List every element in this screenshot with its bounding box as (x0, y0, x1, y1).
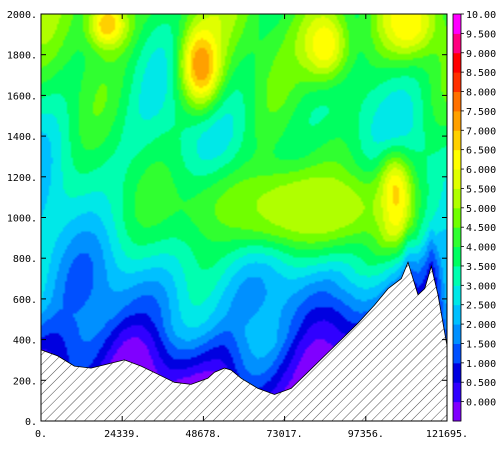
y-tick-label: 1800. (7, 51, 37, 62)
terrain-hatching (41, 262, 447, 421)
colorbar-label: 3.000 (466, 281, 496, 292)
colorbar-label: 4.000 (466, 243, 496, 254)
colorbar-swatch (453, 207, 461, 228)
colorbar-swatch (453, 130, 461, 151)
colorbar-label: 9.000 (466, 49, 496, 60)
colorbar-swatch (453, 110, 461, 131)
colorbar-swatch (453, 188, 461, 209)
colorbar-swatch (453, 324, 461, 344)
colorbar-swatch (453, 149, 461, 170)
x-tick-label: 48678. (185, 429, 221, 440)
colorbar-label: 8.500 (466, 68, 496, 79)
x-tick-label: 0. (35, 429, 47, 440)
colorbar-label: 3.500 (466, 262, 496, 273)
colorbar-swatch (453, 343, 461, 364)
colorbar-swatch (453, 246, 461, 267)
y-tick-label: 1600. (7, 91, 37, 102)
y-tick-label: 800. (13, 254, 37, 265)
colorbar-swatch (453, 72, 461, 93)
x-tick-label: 73017. (267, 429, 303, 440)
y-axis: 0. 200. 400. 600. 800. 1000. 1200. 1400. 1600. 18… (7, 10, 447, 428)
colorbar-label: 1.000 (466, 359, 496, 370)
y-tick-label: 1400. (7, 132, 37, 143)
colorbar-label: 5.500 (466, 184, 496, 195)
colorbar-swatch (453, 285, 461, 306)
y-tick-label: 400. (13, 336, 37, 347)
y-tick-label: 1000. (7, 214, 37, 225)
colorbar-swatch (453, 14, 461, 34)
colorbar-label: 4.500 (466, 223, 496, 234)
colorbar-swatch (453, 52, 461, 73)
colorbar-swatch (453, 362, 461, 383)
colorbar-label: 0.000 (466, 398, 496, 409)
x-axis: 0. 24339. 48678. 73017. 97356. 121695. (35, 14, 468, 440)
colorbar-label: 7.500 (466, 107, 496, 118)
colorbar-swatch (453, 33, 461, 54)
colorbar: 0.000 0.500 1.000 1.500 2.000 2.500 3.000 3.500… (452, 10, 496, 422)
y-tick-label: 0. (25, 417, 37, 428)
colorbar-label: 1.500 (466, 339, 496, 350)
colorbar-label: 5.000 (466, 204, 496, 215)
colorbar-swatch (453, 382, 461, 403)
colorbar-swatch (453, 304, 461, 325)
colorbar-label: 7.000 (466, 126, 496, 137)
x-tick-label: 97356. (348, 429, 384, 440)
y-tick-label: 600. (13, 295, 37, 306)
colorbar-swatch (453, 265, 461, 286)
colorbar-swatch (453, 91, 461, 112)
colorbar-label: 10.00 (466, 10, 496, 21)
y-tick-label: 2000. (7, 10, 37, 21)
colorbar-label: 6.000 (466, 165, 496, 176)
colorbar-frame (452, 13, 462, 422)
colorbar-label: 9.500 (466, 29, 496, 40)
colorbar-swatch (453, 227, 461, 248)
colorbar-label: 0.500 (466, 378, 496, 389)
colorbar-swatch (453, 401, 461, 422)
y-tick-label: 200. (13, 376, 37, 387)
colorbar-label: 2.000 (466, 320, 496, 331)
colorbar-label: 8.000 (466, 88, 496, 99)
colorbar-label: 6.500 (466, 146, 496, 157)
colorbar-swatch (453, 169, 461, 189)
x-tick-label: 121695. (426, 429, 468, 440)
colorbar-label: 2.500 (466, 301, 496, 312)
x-tick-label: 24339. (104, 429, 140, 440)
y-tick-label: 1200. (7, 173, 37, 184)
